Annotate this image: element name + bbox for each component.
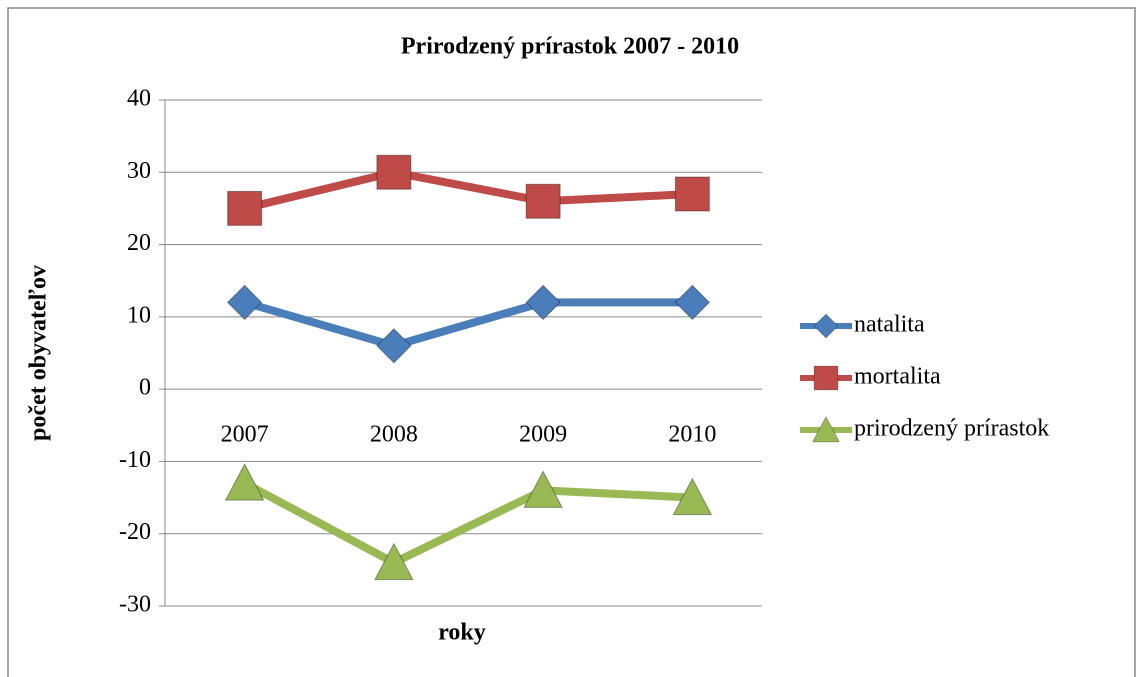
y-tick-label: 40 <box>127 86 151 112</box>
legend-label: natalita <box>854 312 925 338</box>
data-point <box>672 477 713 516</box>
data-point <box>226 284 263 321</box>
x-axis-label: roky <box>438 620 486 646</box>
y-tick-label: 10 <box>127 302 151 328</box>
data-point <box>674 176 710 212</box>
y-tick-label: 0 <box>139 375 151 401</box>
legend-marker <box>813 365 839 391</box>
data-point <box>523 470 563 508</box>
series-line <box>243 168 693 213</box>
data-point <box>525 183 561 219</box>
legend-marker <box>813 313 839 339</box>
data-point <box>376 328 412 364</box>
legend-marker <box>812 415 840 443</box>
chart-frame <box>7 7 1136 677</box>
data-point <box>674 284 711 321</box>
data-point <box>374 542 414 581</box>
y-axis-label: počet obyvateľov <box>26 265 52 441</box>
x-tick-label: 2009 <box>519 422 567 448</box>
data-point <box>525 284 561 321</box>
chart-title: Prirodzený prírastok 2007 - 2010 <box>401 34 739 60</box>
data-point <box>224 463 265 501</box>
y-tick-label: 20 <box>127 230 151 256</box>
data-point <box>376 154 412 190</box>
x-tick-label: 2008 <box>370 422 418 448</box>
y-tick-label: 30 <box>127 158 151 184</box>
data-point <box>227 190 263 226</box>
y-tick-label: -20 <box>119 519 151 545</box>
y-tick-label: -30 <box>119 592 151 618</box>
series-line <box>243 298 693 350</box>
y-tick-label: -10 <box>119 447 151 473</box>
legend-label: prirodzený prírastok <box>854 416 1049 442</box>
legend-label: mortalita <box>854 364 941 390</box>
x-tick-label: 2010 <box>668 422 716 448</box>
series-line <box>242 479 693 567</box>
x-tick-label: 2007 <box>221 422 269 448</box>
